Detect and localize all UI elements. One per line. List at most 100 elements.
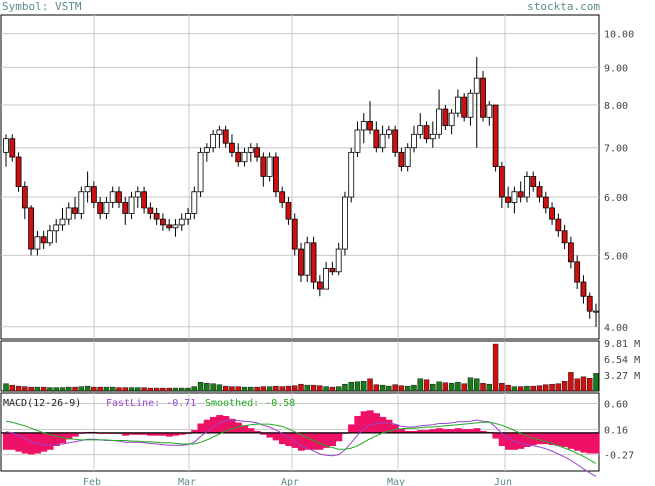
volume-bar <box>66 386 72 392</box>
candle <box>360 113 367 144</box>
candle <box>455 89 461 118</box>
volume-bar <box>204 382 210 392</box>
macd-hist-bar <box>304 432 311 450</box>
macd-hist-bar <box>253 431 261 433</box>
candle <box>429 121 436 148</box>
candle <box>34 230 41 256</box>
candle <box>574 255 581 290</box>
price-candles <box>3 56 599 327</box>
candle <box>298 242 304 283</box>
candle <box>203 143 210 162</box>
volume-bar <box>492 343 499 392</box>
candle <box>90 181 97 208</box>
macd-hist-bar <box>140 432 148 435</box>
macd-lines <box>5 419 597 477</box>
macd-hist-bar <box>498 432 506 447</box>
volume-bar <box>128 387 135 392</box>
candle <box>323 261 330 290</box>
volume-tick-label: 9.81 M <box>604 339 640 350</box>
candle <box>461 93 468 122</box>
candle <box>160 213 166 231</box>
macd-hist-bar <box>197 423 205 433</box>
candle <box>586 292 593 319</box>
candle <box>524 171 530 203</box>
macd-hist-bar <box>567 432 575 449</box>
volume-bar <box>40 386 47 392</box>
volume-bar <box>59 387 66 392</box>
volume-bar <box>310 384 317 392</box>
macd-hist-bar <box>316 432 324 450</box>
volume-bar <box>72 386 78 392</box>
candle <box>442 105 449 130</box>
candle <box>59 207 66 231</box>
macd-hist-bar <box>379 416 387 433</box>
volume-bar <box>116 387 122 392</box>
candle <box>536 181 543 203</box>
macd-hist-bar <box>279 432 286 445</box>
volume-bar <box>467 377 474 392</box>
macd-hist-bar <box>122 432 129 436</box>
macd-hist-bar <box>574 432 581 451</box>
macd-hist-bar <box>191 430 198 433</box>
macd-hist-bar <box>366 410 374 433</box>
macd-hist-bar <box>27 432 35 455</box>
macd-hist-bar <box>354 415 362 433</box>
price-tick-label: 7.00 <box>604 144 628 155</box>
candle <box>40 230 47 250</box>
macd-hist-bar <box>159 432 167 436</box>
volume-bar <box>530 385 536 392</box>
macd-hist-bar <box>548 432 556 446</box>
macd-hist-bar <box>454 428 462 433</box>
macd-hist-bar <box>523 432 531 447</box>
x-tick-labels: Feb Mar Apr May Jun <box>83 477 512 486</box>
month-tick-label: Feb <box>83 477 101 486</box>
candle <box>480 70 486 122</box>
candle <box>517 181 524 203</box>
volume-bar <box>329 386 336 392</box>
macd-hist-bar <box>429 429 437 433</box>
volume-bar <box>254 386 260 392</box>
candle <box>316 275 323 297</box>
candle <box>147 202 154 220</box>
volume-bar <box>499 382 505 392</box>
macd-hist-bar <box>335 432 343 442</box>
candle <box>15 152 22 192</box>
candle <box>492 104 499 172</box>
macd-hist-bar <box>530 432 537 446</box>
symbol-label: Symbol: VSTM <box>2 0 82 13</box>
macd-hist-bar <box>435 428 443 433</box>
volume-bar <box>191 386 197 392</box>
price-tick-label: 4.00 <box>604 323 628 334</box>
candle <box>486 101 493 126</box>
price-panel-frame <box>0 14 600 340</box>
volume-bar <box>122 387 128 392</box>
macd-hist-bar <box>46 432 54 450</box>
volume-bar <box>593 373 599 392</box>
volume-bar <box>248 386 254 392</box>
candle <box>423 121 430 144</box>
volume-bar <box>335 386 342 392</box>
candle <box>47 224 53 246</box>
price-tick-label: 8.00 <box>604 101 628 112</box>
volume-bar <box>568 372 574 392</box>
macd-hist-bar <box>504 432 512 450</box>
macd-hist-bar <box>166 432 173 437</box>
macd-hist-bar <box>235 422 242 433</box>
macd-hist-bar <box>71 432 79 437</box>
volume-bar <box>448 382 455 392</box>
gridlines <box>1 15 599 471</box>
candle <box>392 125 399 158</box>
candle <box>279 186 286 208</box>
volume-bar <box>480 382 486 392</box>
volume-bar <box>517 386 524 392</box>
volume-bar <box>511 386 518 392</box>
candle <box>335 242 342 276</box>
volume-bar <box>103 386 110 392</box>
y-tick-labels: 10.00 9.00 8.00 7.00 6.00 5.00 4.00 9.81 M 6.54 … <box>604 30 640 462</box>
candle <box>109 186 116 208</box>
volume-bar <box>373 384 380 392</box>
candle <box>185 207 191 225</box>
macd-hist-bar <box>203 419 211 433</box>
macd-hist-bar <box>586 432 594 454</box>
month-tick-label: Mar <box>178 477 196 486</box>
